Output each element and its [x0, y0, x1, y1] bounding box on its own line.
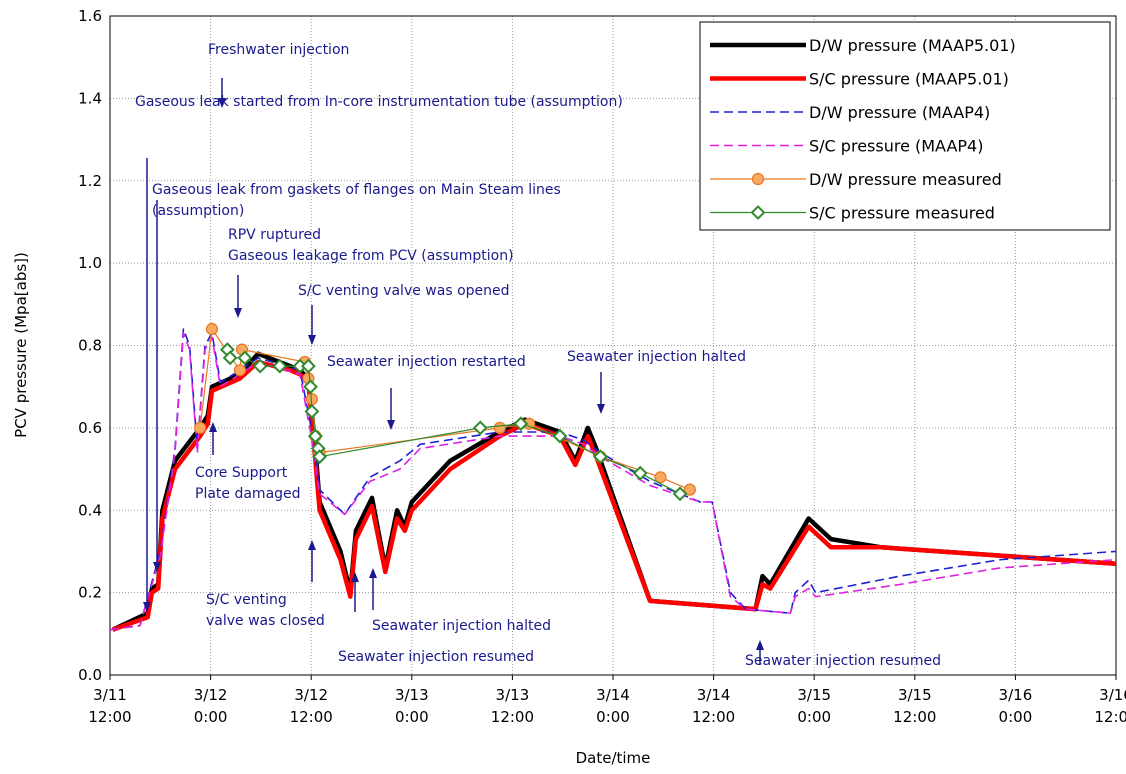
y-tick-label: 1.4	[78, 89, 102, 107]
marker	[303, 379, 318, 395]
annotation: Seawater injection halted	[567, 349, 746, 365]
marker	[593, 449, 608, 465]
x-tick-label: 3/11 12:00	[88, 686, 131, 726]
annotation-arrowhead	[153, 562, 161, 572]
annotation: Plate damaged	[195, 486, 301, 502]
series-line	[109, 328, 1117, 631]
marker	[472, 420, 488, 436]
annotation: Gaseous leak from gaskets of flanges on …	[152, 182, 561, 198]
annotation: Freshwater injection	[208, 42, 349, 58]
y-tick-label: 0.4	[78, 501, 102, 519]
annotation: valve was closed	[206, 613, 325, 629]
plot-border	[109, 15, 1117, 676]
annotation: Seawater injection resumed	[338, 649, 534, 665]
y-tick-label: 1.2	[78, 172, 102, 190]
annotation: S/C venting valve was opened	[298, 283, 510, 299]
x-tick-label: 3/13 0:00	[395, 686, 429, 726]
y-tick-label: 0.0	[78, 666, 102, 684]
x-tick-label: 3/14 0:00	[596, 686, 630, 726]
annotation-arrowhead	[218, 98, 226, 108]
annotation-arrowhead	[234, 308, 242, 318]
marker	[300, 358, 316, 374]
annotation: (assumption)	[152, 203, 244, 219]
annotation-arrowhead	[351, 572, 359, 582]
marker	[194, 421, 207, 434]
annotation: Gaseous leakage from PCV (assumption)	[228, 248, 514, 264]
legend-label: S/C pressure measured	[809, 204, 995, 223]
legend-label: S/C pressure (MAAP4)	[809, 137, 983, 156]
legend-label: S/C pressure (MAAP5.01)	[809, 70, 1009, 89]
annotation-arrowhead	[209, 422, 217, 432]
annotation-arrowhead	[756, 640, 764, 650]
marker	[205, 322, 219, 336]
annotation: Gaseous leak started from In-core instru…	[135, 94, 623, 110]
y-tick-label: 0.8	[78, 337, 102, 355]
y-tick-label: 1.6	[78, 7, 102, 25]
marker	[632, 465, 648, 481]
marker	[312, 449, 327, 465]
marker	[304, 403, 320, 419]
annotation-arrowhead	[308, 540, 316, 550]
legend-label: D/W pressure (MAAP5.01)	[809, 36, 1016, 55]
marker	[751, 172, 765, 186]
marker	[683, 483, 696, 496]
x-tick-label: 3/16 0:00	[999, 686, 1033, 726]
marker	[672, 486, 688, 502]
marker	[272, 358, 288, 374]
marker	[237, 350, 253, 366]
y-tick-label: 1.0	[78, 254, 102, 272]
marker	[252, 358, 268, 374]
x-tick-label: 3/13 12:00	[491, 686, 534, 726]
annotation-arrowhead	[597, 404, 605, 414]
marker	[552, 428, 568, 444]
x-tick-label: 3/14 12:00	[692, 686, 735, 726]
annotation: RPV ruptured	[228, 227, 321, 243]
y-axis-label: PCV pressure (Mpa[abs])	[12, 252, 30, 438]
legend-label: D/W pressure measured	[809, 170, 1002, 189]
y-tick-label: 0.6	[78, 419, 102, 437]
x-tick-label: 3/12 12:00	[290, 686, 333, 726]
annotation-arrowhead	[369, 568, 377, 578]
annotation: Seawater injection restarted	[327, 354, 526, 370]
x-tick-label: 3/12 0:00	[194, 686, 228, 726]
annotation-arrowhead	[143, 602, 151, 612]
marker	[513, 416, 529, 432]
y-tick-label: 0.2	[78, 584, 102, 602]
annotation-arrowhead	[387, 420, 395, 430]
marker	[307, 428, 323, 444]
annotation: S/C venting	[206, 592, 287, 608]
marker	[233, 364, 247, 377]
annotation: Seawater injection halted	[372, 618, 551, 634]
series-line	[109, 332, 1117, 631]
annotation: Core Support	[195, 465, 288, 481]
x-tick-label: 3/15 12:00	[893, 686, 936, 726]
marker	[654, 471, 667, 484]
x-tick-label: 3/15 0:00	[797, 686, 831, 726]
x-axis-label: Date/time	[576, 749, 651, 767]
marker	[493, 421, 506, 434]
legend	[699, 21, 1111, 231]
x-tick-label: 3/1612:00	[1094, 686, 1126, 726]
annotation-arrowhead	[308, 335, 316, 345]
annotation: Seawater injection resumed	[745, 653, 941, 669]
legend-label: D/W pressure (MAAP4)	[809, 103, 990, 122]
marker	[750, 205, 766, 220]
marker	[222, 350, 238, 366]
